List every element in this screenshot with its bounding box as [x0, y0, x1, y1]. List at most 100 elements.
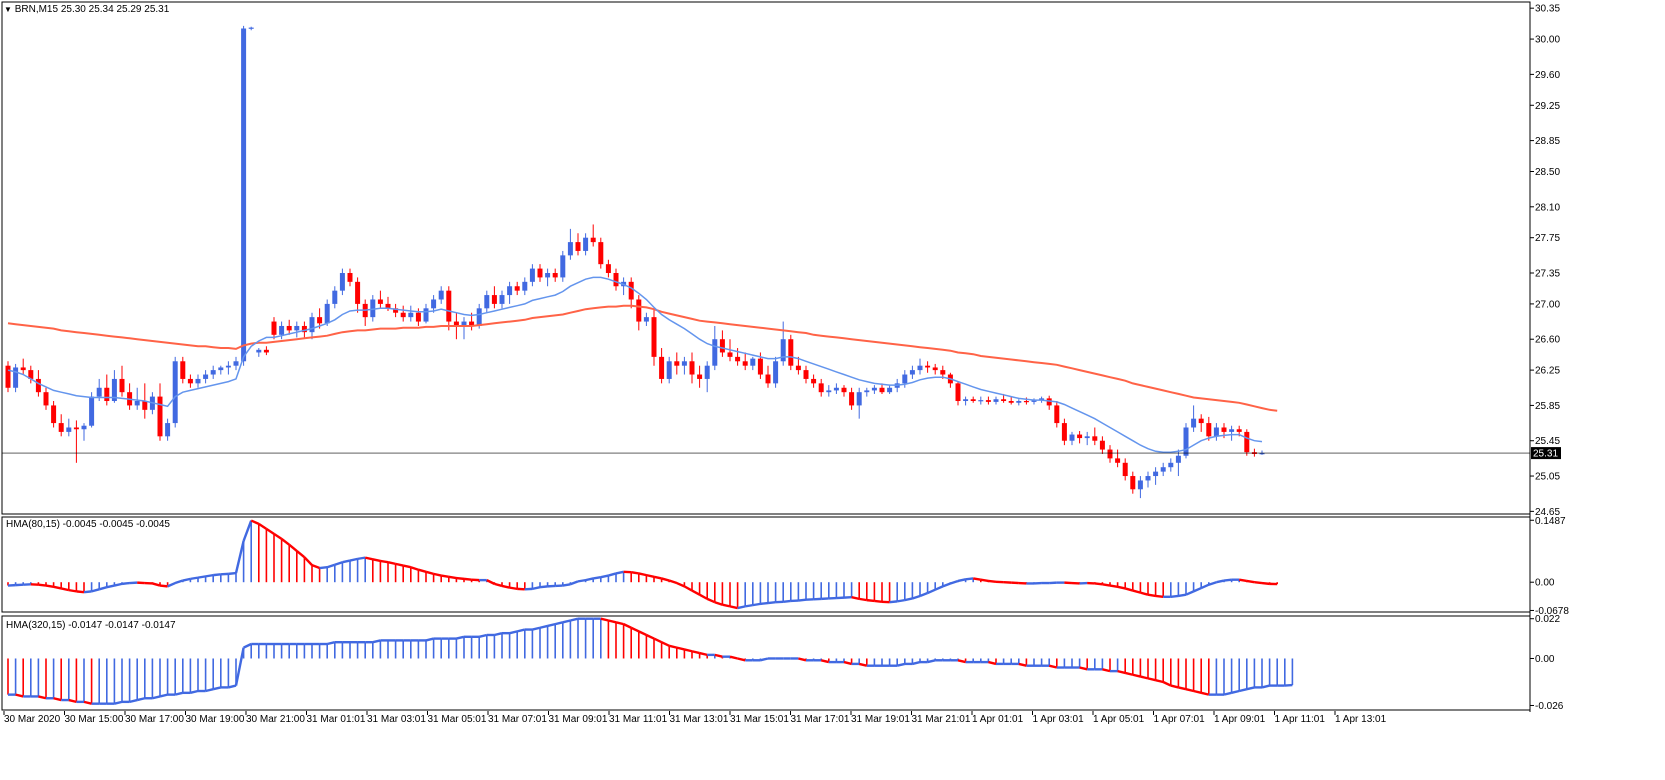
time-tick-label: 1 Apr 13:01 [1335, 714, 1387, 725]
hma-line-segment [760, 658, 768, 660]
hma-line-segment [1262, 583, 1270, 584]
candle-body [576, 242, 581, 251]
hma-line-segment [1216, 581, 1224, 583]
hma-line-segment [715, 655, 723, 657]
candle-body [636, 299, 641, 321]
hma-line-segment [624, 624, 632, 628]
candle-body [933, 367, 938, 370]
hma-line-segment [259, 524, 267, 529]
hma-line-segment [130, 700, 138, 702]
hma-line-segment [730, 657, 738, 659]
hma-line-segment [1194, 588, 1202, 591]
hma-line-segment [380, 561, 388, 562]
hma-line-segment [943, 583, 951, 586]
hma-line-segment [897, 664, 905, 666]
hma-line-segment [692, 651, 700, 653]
candle-body [545, 273, 550, 277]
candle-body [104, 388, 109, 401]
hma-line-segment [928, 660, 936, 662]
hma-line-segment [449, 577, 457, 578]
hma-line-segment [1178, 687, 1186, 689]
hma-line-segment [798, 600, 806, 601]
hma-line-segment [365, 558, 373, 560]
candle-body [272, 322, 277, 335]
price-tick-label: 30.35 [1535, 4, 1560, 15]
hma-line-segment [874, 601, 882, 602]
hma-line-segment [1156, 680, 1164, 682]
hma-line-segment [373, 640, 381, 642]
hma-line-segment [912, 662, 920, 664]
candle-body [218, 367, 223, 370]
time-tick-label: 31 Mar 09:01 [549, 714, 608, 725]
hma-line-segment [16, 695, 24, 697]
hma-line-segment [760, 603, 768, 604]
candle-body [332, 291, 337, 304]
candle-body [522, 282, 527, 291]
candle-body [120, 379, 125, 392]
time-tick-label: 30 Mar 15:00 [65, 714, 124, 725]
price-pane: 30.3530.0029.6029.2528.8528.5028.1027.75… [2, 4, 1561, 518]
hma-line-segment [1239, 580, 1247, 581]
candle-body [758, 359, 763, 375]
candle-body [652, 317, 657, 357]
candle-body [165, 423, 170, 436]
candle-body [674, 361, 679, 365]
hma-line-segment [973, 578, 981, 579]
hma-line-segment [487, 580, 495, 584]
hma-line-segment [358, 558, 366, 559]
candle-body [401, 313, 406, 317]
hma-line-segment [1049, 666, 1057, 668]
candle-body [940, 370, 945, 374]
candle-body [515, 286, 520, 290]
candle-body [66, 427, 71, 431]
candle-body [1206, 423, 1211, 436]
candle-body [1108, 450, 1113, 459]
candle-body [264, 350, 269, 353]
symbol-label: BRN,M15 [15, 4, 58, 15]
candle-body [196, 379, 201, 383]
time-tick-label: 1 Apr 05:01 [1093, 714, 1145, 725]
hma-line-segment [107, 586, 115, 588]
price-tick-label: 28.50 [1535, 167, 1560, 178]
candle-body [142, 401, 147, 410]
hma-line-segment [897, 600, 905, 601]
candle-body [203, 375, 208, 379]
hma-line-segment [852, 597, 860, 599]
candle-body [82, 426, 87, 430]
hma-line-segment [152, 696, 160, 698]
candle-body [1092, 436, 1097, 440]
slow-ma-line [8, 306, 1277, 411]
hma-line-segment [669, 581, 677, 584]
hma-line-segment [244, 521, 252, 541]
indicator-tick-label: 0.022 [1535, 614, 1560, 625]
hma-line-segment [274, 534, 282, 539]
hma-line-segment [494, 584, 502, 586]
hma-line-segment [570, 581, 578, 584]
time-tick-label: 30 Mar 19:00 [186, 714, 245, 725]
hma-line-segment [730, 606, 738, 608]
candle-body [1016, 401, 1021, 403]
hma-line-segment [540, 626, 548, 628]
hma-line-segment [563, 584, 571, 585]
hma-line-segment [510, 588, 518, 589]
candle-body [241, 28, 246, 361]
candle-body [325, 304, 330, 323]
candle-body [1070, 435, 1075, 441]
hma-line-segment [608, 621, 616, 623]
candle-body [819, 383, 824, 392]
hma-line-segment [700, 653, 708, 655]
hma-line-segment [601, 576, 609, 578]
hma-line-segment [1118, 671, 1126, 673]
hma-line-segment [1201, 585, 1209, 588]
hma-line-segment [54, 587, 62, 589]
candle-body [1199, 419, 1204, 423]
hma-line-segment [228, 686, 236, 688]
hma-line-segment [99, 587, 107, 589]
time-tick-label: 31 Mar 01:01 [307, 714, 366, 725]
triangle-down-icon[interactable]: ▼ [4, 5, 12, 14]
hma-line-segment [426, 639, 434, 641]
hma-line-segment [958, 660, 966, 662]
